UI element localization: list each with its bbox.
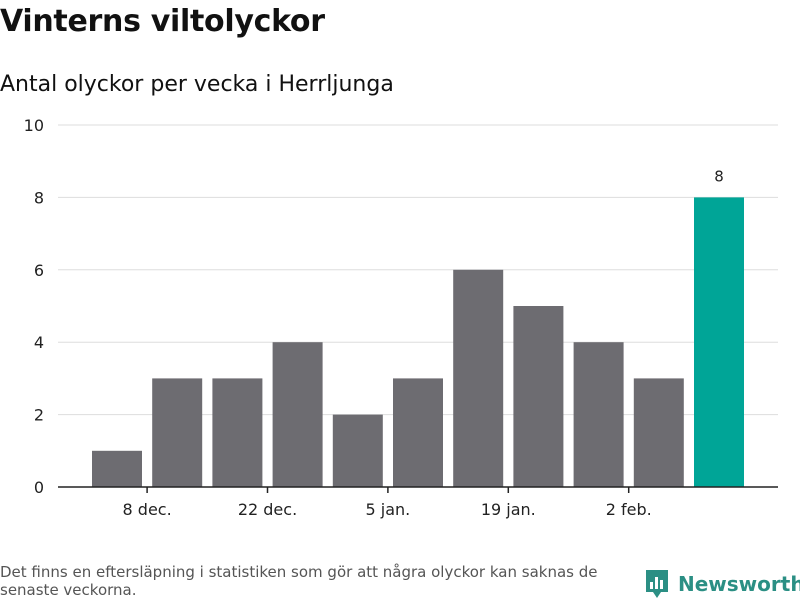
y-axis-ticks: 0 2 4 6 8 10 bbox=[24, 116, 44, 497]
bar bbox=[453, 269, 504, 487]
y-tick-label: 2 bbox=[34, 406, 44, 425]
brand-name: Newsworthy bbox=[678, 572, 800, 596]
x-tick-label: 8 dec. bbox=[123, 500, 172, 519]
footnote: Det finns en eftersläpning i statistiken… bbox=[0, 563, 598, 599]
bar bbox=[212, 378, 263, 487]
bar bbox=[694, 197, 744, 487]
y-tick-label: 10 bbox=[24, 116, 44, 135]
x-tick-label: 22 dec. bbox=[238, 500, 297, 519]
y-tick-label: 0 bbox=[34, 478, 44, 497]
chart-subtitle: Antal olyckor per vecka i Herrljunga bbox=[0, 72, 394, 97]
bar-chart: 0 2 4 6 8 10 8 8 dec. 22 dec. 5 jan. 19 jan. 2 fe… bbox=[24, 116, 778, 519]
x-tick-label: 19 jan. bbox=[481, 500, 536, 519]
x-axis: 8 dec. 22 dec. 5 jan. 19 jan. 2 feb. bbox=[58, 486, 778, 519]
data-label: 8 bbox=[714, 167, 724, 185]
bar bbox=[332, 414, 383, 487]
chart-title: Vinterns viltolyckor bbox=[0, 4, 325, 39]
y-tick-label: 4 bbox=[34, 333, 44, 352]
bar bbox=[272, 342, 323, 487]
bar bbox=[393, 378, 443, 487]
brand: Newsworthy bbox=[644, 568, 800, 600]
gridlines bbox=[58, 124, 778, 416]
data-labels: 8 bbox=[714, 167, 724, 185]
y-tick-label: 6 bbox=[34, 261, 44, 280]
x-tick-label: 2 feb. bbox=[606, 500, 652, 519]
bar bbox=[152, 378, 203, 487]
y-tick-label: 8 bbox=[34, 188, 44, 207]
bars bbox=[92, 197, 744, 487]
bar bbox=[513, 306, 564, 487]
newsworthy-logo-icon bbox=[646, 570, 668, 598]
bar bbox=[92, 450, 142, 487]
bar bbox=[573, 342, 624, 487]
bar bbox=[633, 378, 684, 487]
x-tick-label: 5 jan. bbox=[366, 500, 411, 519]
